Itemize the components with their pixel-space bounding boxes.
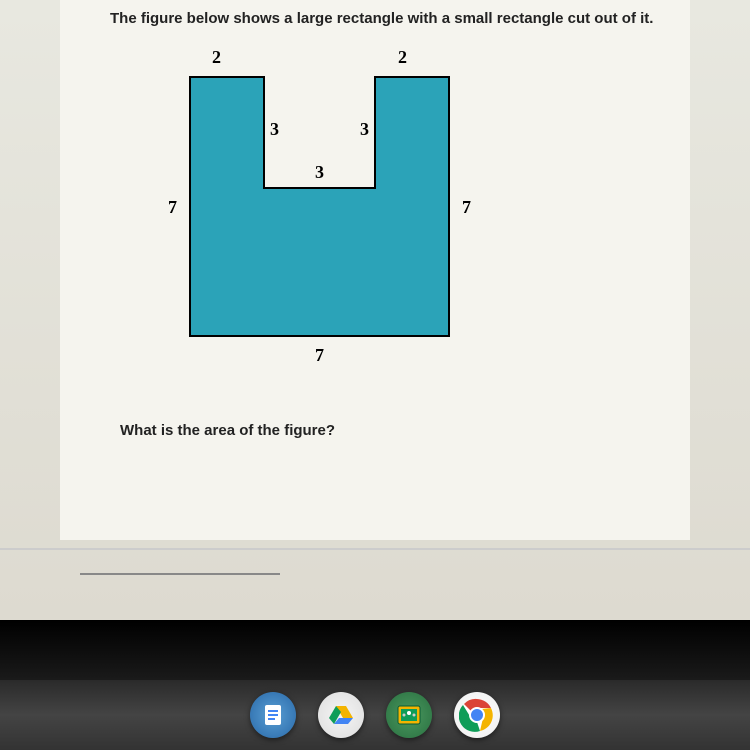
label-top-right: 2 <box>398 47 407 68</box>
desktop-background <box>0 620 750 680</box>
docs-app-icon[interactable] <box>250 692 296 738</box>
label-bottom: 7 <box>315 345 324 366</box>
figure: 2 2 3 3 3 7 7 7 <box>150 47 490 407</box>
drive-app-icon[interactable] <box>318 692 364 738</box>
drive-icon <box>327 703 355 727</box>
answer-input-line[interactable] <box>80 573 280 575</box>
classroom-icon <box>397 705 421 725</box>
question-text: What is the area of the figure? <box>90 422 660 439</box>
label-inner-bottom: 3 <box>315 162 324 183</box>
chrome-icon <box>459 697 495 733</box>
label-inner-left: 3 <box>270 119 279 140</box>
worksheet-page: The figure below shows a large rectangle… <box>0 0 750 620</box>
u-shape-polygon <box>190 77 449 336</box>
label-top-left: 2 <box>212 47 221 68</box>
label-left-side: 7 <box>168 197 177 218</box>
problem-prompt: The figure below shows a large rectangle… <box>90 10 660 27</box>
u-shape-diagram <box>180 67 460 357</box>
content-area: The figure below shows a large rectangle… <box>60 0 690 540</box>
taskbar <box>0 680 750 750</box>
label-inner-right: 3 <box>360 119 369 140</box>
chrome-app-icon[interactable] <box>454 692 500 738</box>
divider <box>0 548 750 550</box>
document-icon <box>263 703 283 727</box>
classroom-app-icon[interactable] <box>386 692 432 738</box>
label-right-side: 7 <box>462 197 471 218</box>
